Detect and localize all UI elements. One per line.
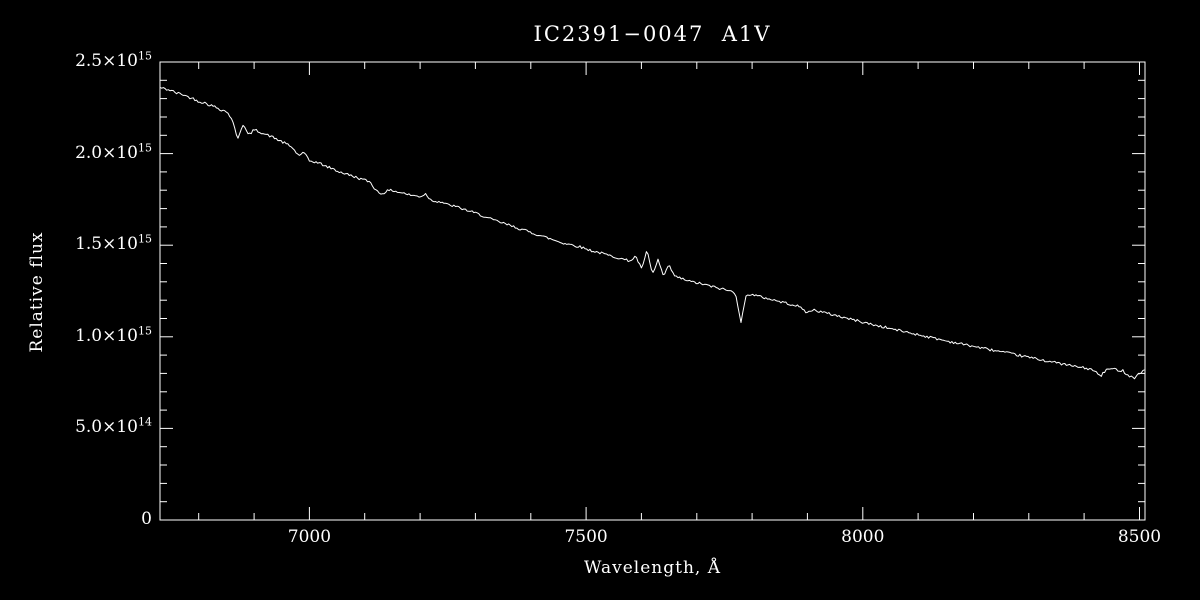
y-tick-label: 2.0×1015 [75,140,152,163]
y-axis-title: Relative flux [27,231,47,353]
chart-title: IC2391−0047 A1V [533,22,772,46]
x-tick-label: 8500 [1117,527,1162,547]
y-tick-label: 0 [141,509,152,529]
x-axis-title: Wavelength, Å [584,558,721,578]
y-tick-label: 2.5×1015 [75,49,152,71]
x-tick-label: 7000 [287,527,332,547]
y-tick-label: 5.0×1014 [75,415,152,438]
y-tick-label: 1.0×1015 [75,324,152,346]
x-tick-label: 7500 [564,527,608,547]
x-tick-label: 8000 [841,527,885,547]
y-tick-label: 1.5×1015 [75,232,152,255]
